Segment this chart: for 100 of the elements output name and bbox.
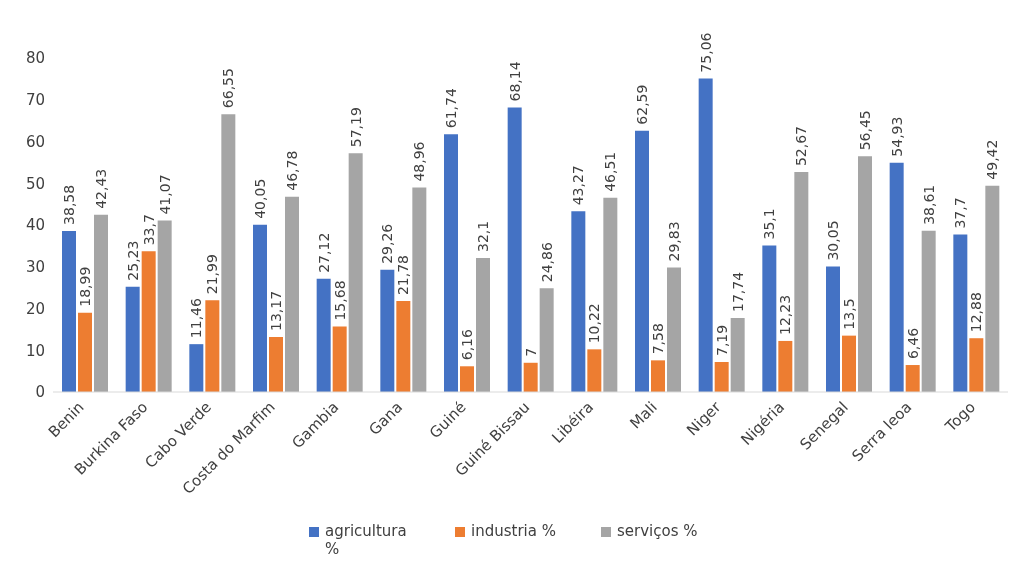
- data-label: 75,06: [697, 32, 714, 73]
- y-tick-label: 60: [25, 132, 45, 151]
- bar: [953, 234, 968, 392]
- data-label: 40,05: [252, 178, 268, 219]
- bar: [189, 344, 204, 392]
- data-label: 18,99: [77, 266, 93, 307]
- bar: [571, 211, 586, 392]
- bar: [141, 251, 156, 392]
- bar: [476, 257, 490, 392]
- bar: [523, 362, 538, 392]
- data-label: 21,99: [204, 254, 221, 295]
- data-label: 37,7: [952, 197, 969, 229]
- data-label: 33,7: [140, 214, 157, 246]
- data-label: 7: [522, 347, 539, 357]
- bar: [269, 337, 283, 392]
- data-label: 21,78: [395, 254, 412, 296]
- data-label: 54,93: [888, 116, 905, 157]
- bar: [714, 361, 729, 392]
- data-label: 10,22: [586, 303, 603, 344]
- data-label: 46,51: [602, 151, 619, 192]
- bar: [348, 153, 363, 392]
- bar: [285, 196, 299, 392]
- data-label: 68,14: [506, 61, 523, 102]
- bar: [316, 278, 331, 392]
- legend-label: agricultura %: [325, 522, 408, 558]
- y-tick-label: 40: [25, 216, 45, 235]
- bar: [698, 78, 713, 392]
- legend-label: serviços %: [617, 522, 699, 540]
- data-label: 13,5: [841, 298, 857, 330]
- bar: [667, 267, 681, 392]
- data-label: 13,17: [268, 290, 284, 332]
- data-label: 66,55: [220, 68, 237, 109]
- y-tick-label: 10: [25, 341, 45, 360]
- bar: [125, 286, 140, 392]
- bar: [78, 312, 92, 392]
- bar: [730, 317, 745, 392]
- legend-label: industria %: [471, 522, 557, 540]
- data-label: 62,59: [634, 84, 650, 125]
- bar: [778, 340, 793, 392]
- bar: [985, 185, 1000, 392]
- y-tick-label: 30: [25, 258, 45, 277]
- data-label: 41,07: [156, 174, 173, 215]
- data-label: 7,19: [713, 324, 730, 356]
- data-label: 7,58: [650, 323, 666, 355]
- y-tick-label: 0: [35, 383, 45, 402]
- data-label: 57,19: [347, 107, 364, 148]
- data-label: 29,26: [379, 223, 396, 264]
- bar: [842, 335, 856, 392]
- bar: [380, 269, 395, 392]
- data-label: 46,78: [284, 150, 300, 191]
- data-label: 35,1: [761, 208, 778, 240]
- bar: [205, 300, 220, 392]
- bar: [651, 360, 665, 392]
- data-label: 38,58: [61, 184, 77, 225]
- bar: [507, 107, 522, 392]
- data-label: 12,23: [777, 294, 794, 335]
- data-label: 6,16: [459, 329, 475, 361]
- data-label: 30,05: [825, 220, 841, 261]
- data-label: 17,74: [729, 271, 746, 312]
- data-label: 32,1: [475, 220, 491, 252]
- bar: [826, 266, 840, 392]
- bar: [603, 197, 618, 392]
- bar: [762, 245, 777, 392]
- data-label: 6,46: [904, 327, 921, 360]
- y-tick-label: 20: [25, 299, 45, 318]
- data-label: 48,96: [411, 141, 428, 182]
- bar: [539, 288, 554, 392]
- data-label: 24,86: [538, 242, 555, 283]
- data-label: 49,42: [984, 139, 1001, 180]
- data-label: 27,12: [315, 232, 332, 273]
- bar: [587, 349, 602, 392]
- bar: [253, 224, 267, 392]
- data-label: 56,45: [857, 110, 873, 151]
- bar: [412, 187, 427, 392]
- bar: [858, 156, 872, 392]
- y-tick-label: 80: [25, 49, 45, 68]
- data-label: 11,46: [188, 297, 205, 339]
- data-label: 12,88: [968, 292, 985, 333]
- bar: [332, 326, 347, 392]
- data-label: 43,27: [570, 165, 587, 206]
- data-label: 38,61: [920, 184, 937, 225]
- data-label: 25,23: [124, 240, 141, 281]
- bar: [157, 220, 172, 392]
- data-label: 42,43: [93, 168, 109, 209]
- bar: [794, 172, 809, 392]
- data-label: 15,68: [331, 280, 348, 321]
- bar: [635, 130, 649, 392]
- data-label: 52,67: [793, 126, 810, 167]
- bar: [396, 301, 411, 392]
- bar: [969, 338, 984, 392]
- bar: [460, 366, 474, 392]
- bar: [221, 114, 236, 392]
- bar: [921, 230, 936, 392]
- y-tick-label: 50: [25, 174, 45, 193]
- bar: [444, 134, 458, 392]
- bar: [905, 365, 920, 392]
- data-label: 29,83: [666, 221, 682, 262]
- bar: [62, 230, 76, 392]
- data-label: 61,74: [443, 88, 459, 129]
- y-tick-label: 70: [25, 91, 45, 110]
